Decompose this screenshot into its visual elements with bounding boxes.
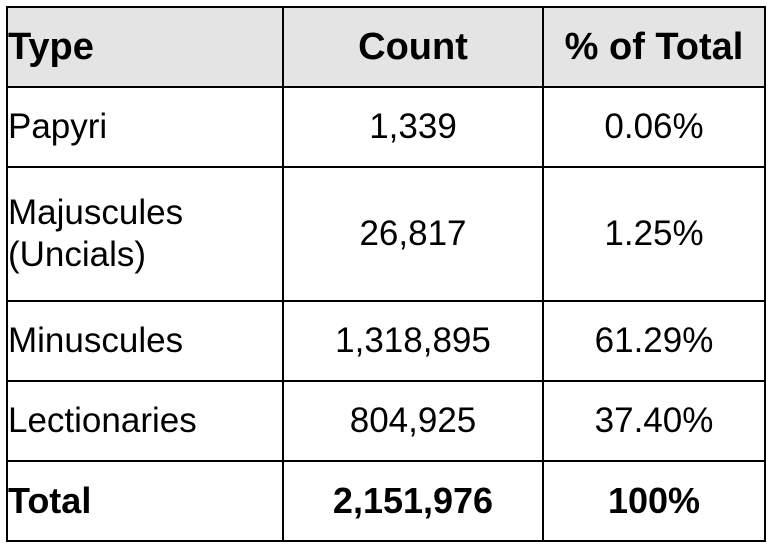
type-label-line-2: (Uncials) (8, 235, 147, 274)
type-cell: Majuscules (Uncials) (6, 166, 284, 302)
total-label-cell: Total (6, 460, 284, 542)
type-cell: Lectionaries (6, 380, 284, 462)
type-label-line-1: Majuscules (8, 193, 184, 232)
type-label: Papyri (8, 107, 108, 146)
type-label: Lectionaries (8, 401, 197, 440)
table-row: Lectionaries 804,925 37.40% (6, 380, 766, 462)
total-row: Total 2,151,976 100% (6, 460, 766, 542)
percent-cell: 0.06% (542, 86, 766, 168)
table-row: Papyri 1,339 0.06% (6, 86, 766, 168)
table-row: Majuscules (Uncials) 26,817 1.25% (6, 166, 766, 302)
count-cell: 1,318,895 (282, 300, 544, 382)
type-cell: Papyri (6, 86, 284, 168)
total-percent-cell: 100% (542, 460, 766, 542)
count-cell: 26,817 (282, 166, 544, 302)
manuscript-count-table: Type Count % of Total Papyri 1,339 0.06%… (6, 6, 766, 542)
count-cell: 804,925 (282, 380, 544, 462)
table-row: Minuscules 1,318,895 61.29% (6, 300, 766, 382)
table-header-row: Type Count % of Total (6, 6, 766, 88)
column-header-count: Count (282, 6, 544, 88)
percent-cell: 37.40% (542, 380, 766, 462)
column-header-type: Type (6, 6, 284, 88)
percent-cell: 61.29% (542, 300, 766, 382)
count-cell: 1,339 (282, 86, 544, 168)
type-cell: Minuscules (6, 300, 284, 382)
column-header-percent: % of Total (542, 6, 766, 88)
total-count-cell: 2,151,976 (282, 460, 544, 542)
type-label: Minuscules (8, 321, 184, 360)
percent-cell: 1.25% (542, 166, 766, 302)
